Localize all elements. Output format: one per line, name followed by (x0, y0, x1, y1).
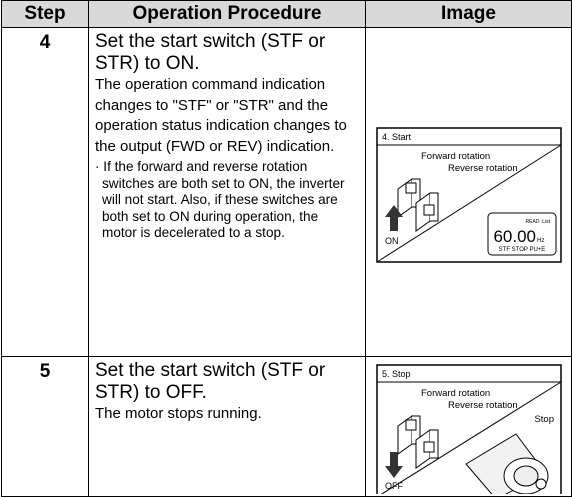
step: 4 (1, 27, 89, 357)
header: Step (1, 0, 89, 28)
start-panel: 4. Start Forward rotation Reverse rotati… (375, 127, 562, 263)
switch-state: ON (385, 236, 399, 246)
caption: 5. Stop (382, 369, 411, 379)
title: Set the start switch (STF or STR) to OFF… (95, 360, 326, 403)
image-cell: 5. Stop Forward rotation Reverse rotatio… (365, 356, 572, 497)
switch-state: OFF (385, 481, 403, 491)
note: · If the forward and reverse rotation sw… (95, 159, 345, 240)
description: The operation command indication changes… (95, 76, 347, 155)
procedure: Set the start switch (STF or STR) to ON.… (88, 27, 366, 357)
forward-label: Forward rotation (421, 388, 490, 399)
reverse-label: Reverse rotation (448, 163, 518, 174)
display-value: 60.00 (493, 227, 536, 246)
row: 5 Set the start switch (STF or STR) to O… (1, 356, 572, 497)
reverse-label: Reverse rotation (448, 400, 518, 411)
title: Set the start switch (STF or STR) to ON. (95, 31, 326, 74)
caption: 4. Start (382, 132, 412, 142)
stop-panel: 5. Stop Forward rotation Reverse rotatio… (375, 364, 562, 494)
display-status: STF STOP PU+E (498, 247, 545, 253)
header: Image (365, 0, 572, 28)
header-row: Step Operation Procedure Image (1, 0, 572, 28)
header: Operation Procedure (88, 0, 366, 28)
motor-state: Stop (534, 414, 554, 425)
forward-label: Forward rotation (421, 151, 490, 162)
image-cell: 4. Start Forward rotation Reverse rotati… (365, 27, 572, 357)
display-unit: Hz (537, 238, 544, 244)
description: The motor stops running. (95, 405, 262, 422)
step: 5 (1, 356, 89, 497)
procedure: Set the start switch (STF or STR) to OFF… (88, 356, 366, 497)
row: 4 Set the start switch (STF or STR) to O… (1, 27, 572, 357)
display-mode: READ :List (525, 219, 550, 225)
